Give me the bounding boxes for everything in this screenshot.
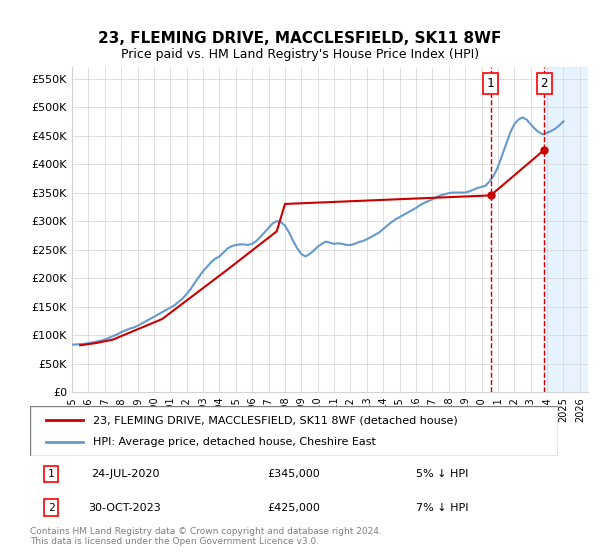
Text: £345,000: £345,000 <box>268 469 320 479</box>
Text: HPI: Average price, detached house, Cheshire East: HPI: Average price, detached house, Ches… <box>94 437 376 447</box>
Text: 2: 2 <box>48 502 55 512</box>
Text: Contains HM Land Registry data © Crown copyright and database right 2024.
This d: Contains HM Land Registry data © Crown c… <box>30 526 382 546</box>
Text: 1: 1 <box>487 77 494 90</box>
Bar <box>544 67 588 392</box>
Text: 30-OCT-2023: 30-OCT-2023 <box>89 502 161 512</box>
Text: 23, FLEMING DRIVE, MACCLESFIELD, SK11 8WF (detached house): 23, FLEMING DRIVE, MACCLESFIELD, SK11 8W… <box>94 415 458 425</box>
Text: 2: 2 <box>541 77 548 90</box>
Text: 23, FLEMING DRIVE, MACCLESFIELD, SK11 8WF: 23, FLEMING DRIVE, MACCLESFIELD, SK11 8W… <box>98 31 502 46</box>
Text: Price paid vs. HM Land Registry's House Price Index (HPI): Price paid vs. HM Land Registry's House … <box>121 48 479 60</box>
Text: 1: 1 <box>48 469 55 479</box>
FancyBboxPatch shape <box>30 406 558 456</box>
Text: £425,000: £425,000 <box>268 502 320 512</box>
Text: 7% ↓ HPI: 7% ↓ HPI <box>416 502 468 512</box>
Text: 24-JUL-2020: 24-JUL-2020 <box>91 469 159 479</box>
Text: 5% ↓ HPI: 5% ↓ HPI <box>416 469 468 479</box>
